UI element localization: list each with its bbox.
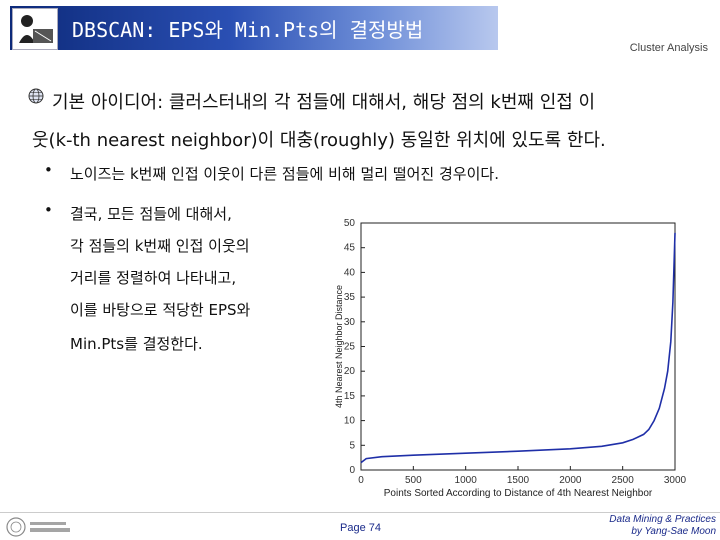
subject-label: Cluster Analysis [629, 42, 708, 54]
y-tick-label: 10 [344, 416, 356, 427]
x-tick-label: 500 [405, 475, 422, 486]
y-axis-label: 4th Nearest Neighbor Distance [334, 285, 344, 408]
conclusion-line-2: 각 점들의 k번째 인접 이웃의 [70, 237, 250, 255]
y-tick-label: 35 [344, 292, 356, 303]
page-number: Page 74 [340, 522, 381, 534]
y-tick-label: 5 [349, 440, 355, 451]
y-tick-label: 40 [344, 267, 356, 278]
presenter-logo [12, 8, 58, 50]
main-line-1: 기본 아이디어: 클러스터내의 각 점들에 대해서, 해당 점의 k번째 인접 … [52, 92, 596, 113]
y-tick-label: 45 [344, 243, 356, 254]
globe-bullet-icon [28, 88, 44, 104]
y-tick-label: 50 [344, 218, 356, 229]
noise-point: 노이즈는 k번째 인접 이웃이 다른 점들에 비해 멀리 떨어진 경우이다. [70, 165, 499, 183]
y-tick-label: 20 [344, 366, 356, 377]
x-tick-label: 3000 [664, 475, 687, 486]
y-tick-label: 25 [344, 342, 356, 353]
credit-line-2: by Yang-Sae Moon [631, 526, 716, 537]
main-line-2: 웃(k-th nearest neighbor)이 대충(roughly) 동일… [32, 130, 606, 151]
y-tick-label: 15 [344, 391, 356, 402]
y-tick-label: 0 [349, 465, 355, 476]
presenter-icon [19, 15, 53, 43]
title-bar [10, 6, 498, 50]
slide-title: DBSCAN: EPS와 Min.Pts의 결정방법 [72, 18, 424, 42]
y-tick-label: 30 [344, 317, 356, 328]
x-tick-label: 2000 [559, 475, 582, 486]
conclusion-line-5: Min.Pts를 결정한다. [70, 335, 203, 353]
conclusion-line-3: 거리를 정렬하여 나타내고, [70, 269, 237, 287]
footer-divider [0, 512, 720, 513]
credit: Data Mining & Practices by Yang-Sae Moon [609, 514, 716, 538]
x-tick-label: 0 [358, 475, 364, 486]
conclusion-line-4: 이를 바탕으로 적당한 EPS와 [70, 301, 251, 319]
bullet-dot: • [44, 161, 53, 179]
conclusion-line-1: 결국, 모든 점들에 대해서, [70, 205, 232, 223]
x-tick-label: 2500 [612, 475, 635, 486]
credit-line-1: Data Mining & Practices [609, 514, 716, 525]
x-tick-label: 1500 [507, 475, 530, 486]
bullet-dot: • [44, 201, 53, 219]
plot-frame [360, 222, 676, 471]
university-logo [6, 517, 70, 537]
x-tick-label: 1000 [455, 475, 478, 486]
x-axis-label: Points Sorted According to Distance of 4… [384, 488, 653, 499]
distance-series-line [360, 232, 676, 464]
main-paragraph: 기본 아이디어: 클러스터내의 각 점들에 대해서, 해당 점의 k번째 인접 … [32, 84, 692, 160]
